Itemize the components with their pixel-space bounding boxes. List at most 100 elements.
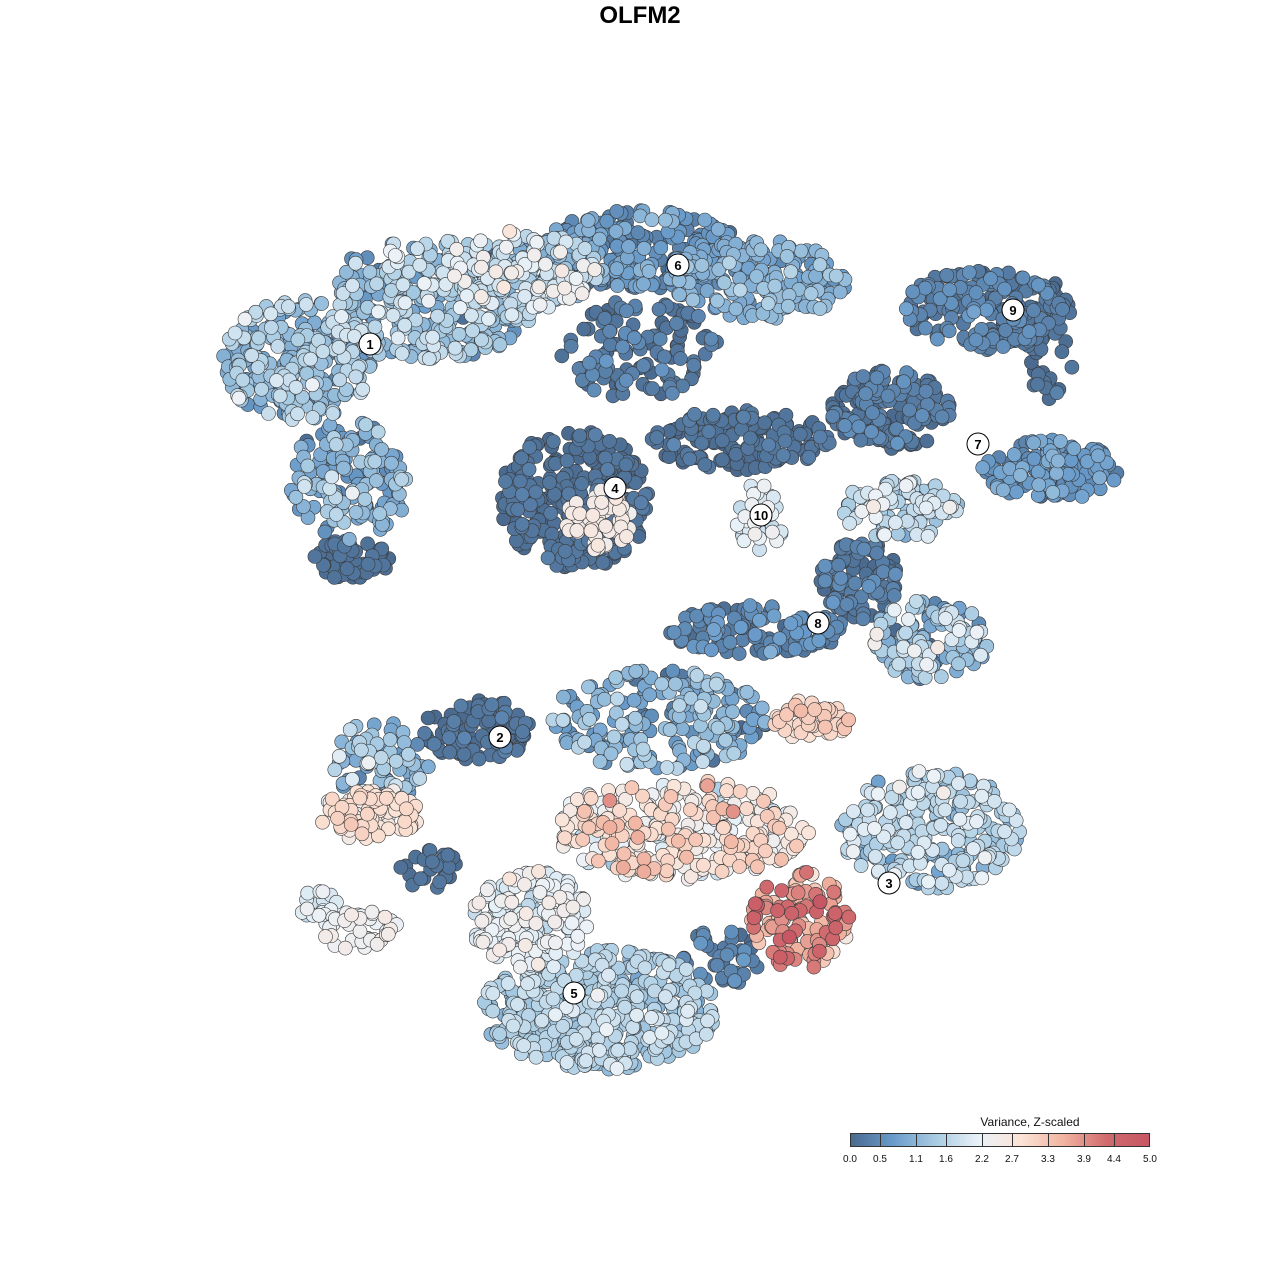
cell-point: [430, 308, 445, 324]
cell-point: [303, 351, 318, 367]
cell-point: [581, 679, 596, 695]
cell-point: [892, 779, 907, 795]
cell-point: [921, 874, 936, 890]
cell-point: [937, 802, 953, 818]
cell-point: [514, 516, 530, 532]
cell-point: [641, 264, 657, 279]
cell-point: [420, 710, 436, 726]
cell-point: [951, 656, 966, 672]
cell-point: [541, 895, 557, 911]
cell-point: [665, 663, 681, 679]
cell-point: [269, 373, 284, 388]
cell-point: [543, 505, 559, 521]
cell-point: [502, 224, 518, 239]
cell-point: [739, 684, 755, 700]
cell-point: [660, 821, 676, 837]
cell-point: [669, 316, 684, 331]
cell-point: [305, 377, 320, 393]
cell-point: [860, 802, 876, 818]
cell-point: [1054, 344, 1070, 360]
cell-point: [557, 280, 572, 296]
cell-point: [806, 959, 822, 975]
cell-point: [998, 322, 1013, 338]
cell-point: [870, 786, 886, 802]
cell-point: [546, 959, 562, 975]
cell-point: [812, 257, 828, 273]
cell-point: [334, 309, 349, 324]
cell-point: [652, 331, 668, 347]
cell-point: [918, 320, 933, 336]
cell-point: [911, 764, 927, 779]
cell-point: [390, 330, 406, 346]
cell-point: [522, 439, 537, 455]
cell-point: [983, 271, 998, 286]
cell-point: [941, 862, 957, 878]
cell-point: [409, 241, 425, 256]
cell-point: [399, 801, 414, 817]
cell-point: [693, 699, 709, 714]
cell-point: [716, 820, 731, 836]
cell-point: [473, 289, 489, 304]
cell-point: [1009, 484, 1024, 500]
cell-point: [1074, 489, 1090, 504]
cell-point: [587, 262, 603, 277]
cell-point: [523, 497, 538, 513]
cell-point: [424, 854, 440, 870]
cell-point: [324, 469, 340, 485]
cell-point: [514, 450, 529, 466]
cell-point: [572, 506, 588, 522]
cell-point: [964, 606, 980, 621]
cell-point: [635, 741, 651, 757]
cell-point: [689, 668, 705, 683]
cell-point: [343, 817, 359, 832]
cell-point: [696, 857, 711, 873]
cell-point: [597, 311, 613, 326]
cell-point: [869, 545, 885, 561]
cell-point: [633, 495, 649, 511]
cell-point: [626, 330, 642, 346]
cell-point: [597, 691, 612, 707]
cell-point: [858, 386, 874, 402]
cell-point: [417, 725, 432, 741]
cell-point: [578, 1053, 594, 1068]
cell-point: [546, 434, 561, 449]
cell-point: [339, 561, 355, 577]
cell-point: [250, 360, 266, 375]
cell-point: [828, 268, 844, 284]
cell-point: [752, 612, 767, 628]
cell-point: [485, 1003, 501, 1019]
cell-point: [694, 435, 710, 451]
cell-point: [969, 814, 984, 829]
cell-point: [387, 248, 403, 263]
cell-point: [361, 755, 376, 771]
cell-point: [919, 433, 935, 449]
cell-point: [837, 418, 853, 434]
cell-point: [654, 362, 670, 378]
cell-point: [726, 746, 742, 761]
cell-point: [825, 408, 841, 424]
cell-point: [538, 256, 553, 272]
cell-point: [780, 298, 796, 314]
cell-point: [502, 871, 517, 887]
cell-point: [1045, 485, 1061, 500]
cell-point: [610, 278, 625, 293]
cell-point: [918, 500, 934, 516]
cell-point: [574, 476, 590, 491]
cell-point: [475, 934, 491, 950]
cell-point: [342, 722, 358, 738]
cell-point: [673, 351, 688, 366]
cell-point: [658, 989, 673, 1005]
cell-point: [697, 212, 713, 228]
cell-point: [380, 926, 396, 942]
cell-point: [442, 744, 458, 760]
cell-point: [742, 598, 758, 613]
cell-point: [517, 938, 533, 953]
cell-point: [619, 303, 634, 319]
cell-point: [270, 339, 286, 354]
cell-point: [807, 702, 822, 717]
cell-point: [261, 406, 276, 421]
cell-point: [528, 484, 544, 500]
cell-point: [413, 871, 429, 887]
cell-point: [615, 339, 631, 355]
cell-point: [574, 286, 590, 302]
